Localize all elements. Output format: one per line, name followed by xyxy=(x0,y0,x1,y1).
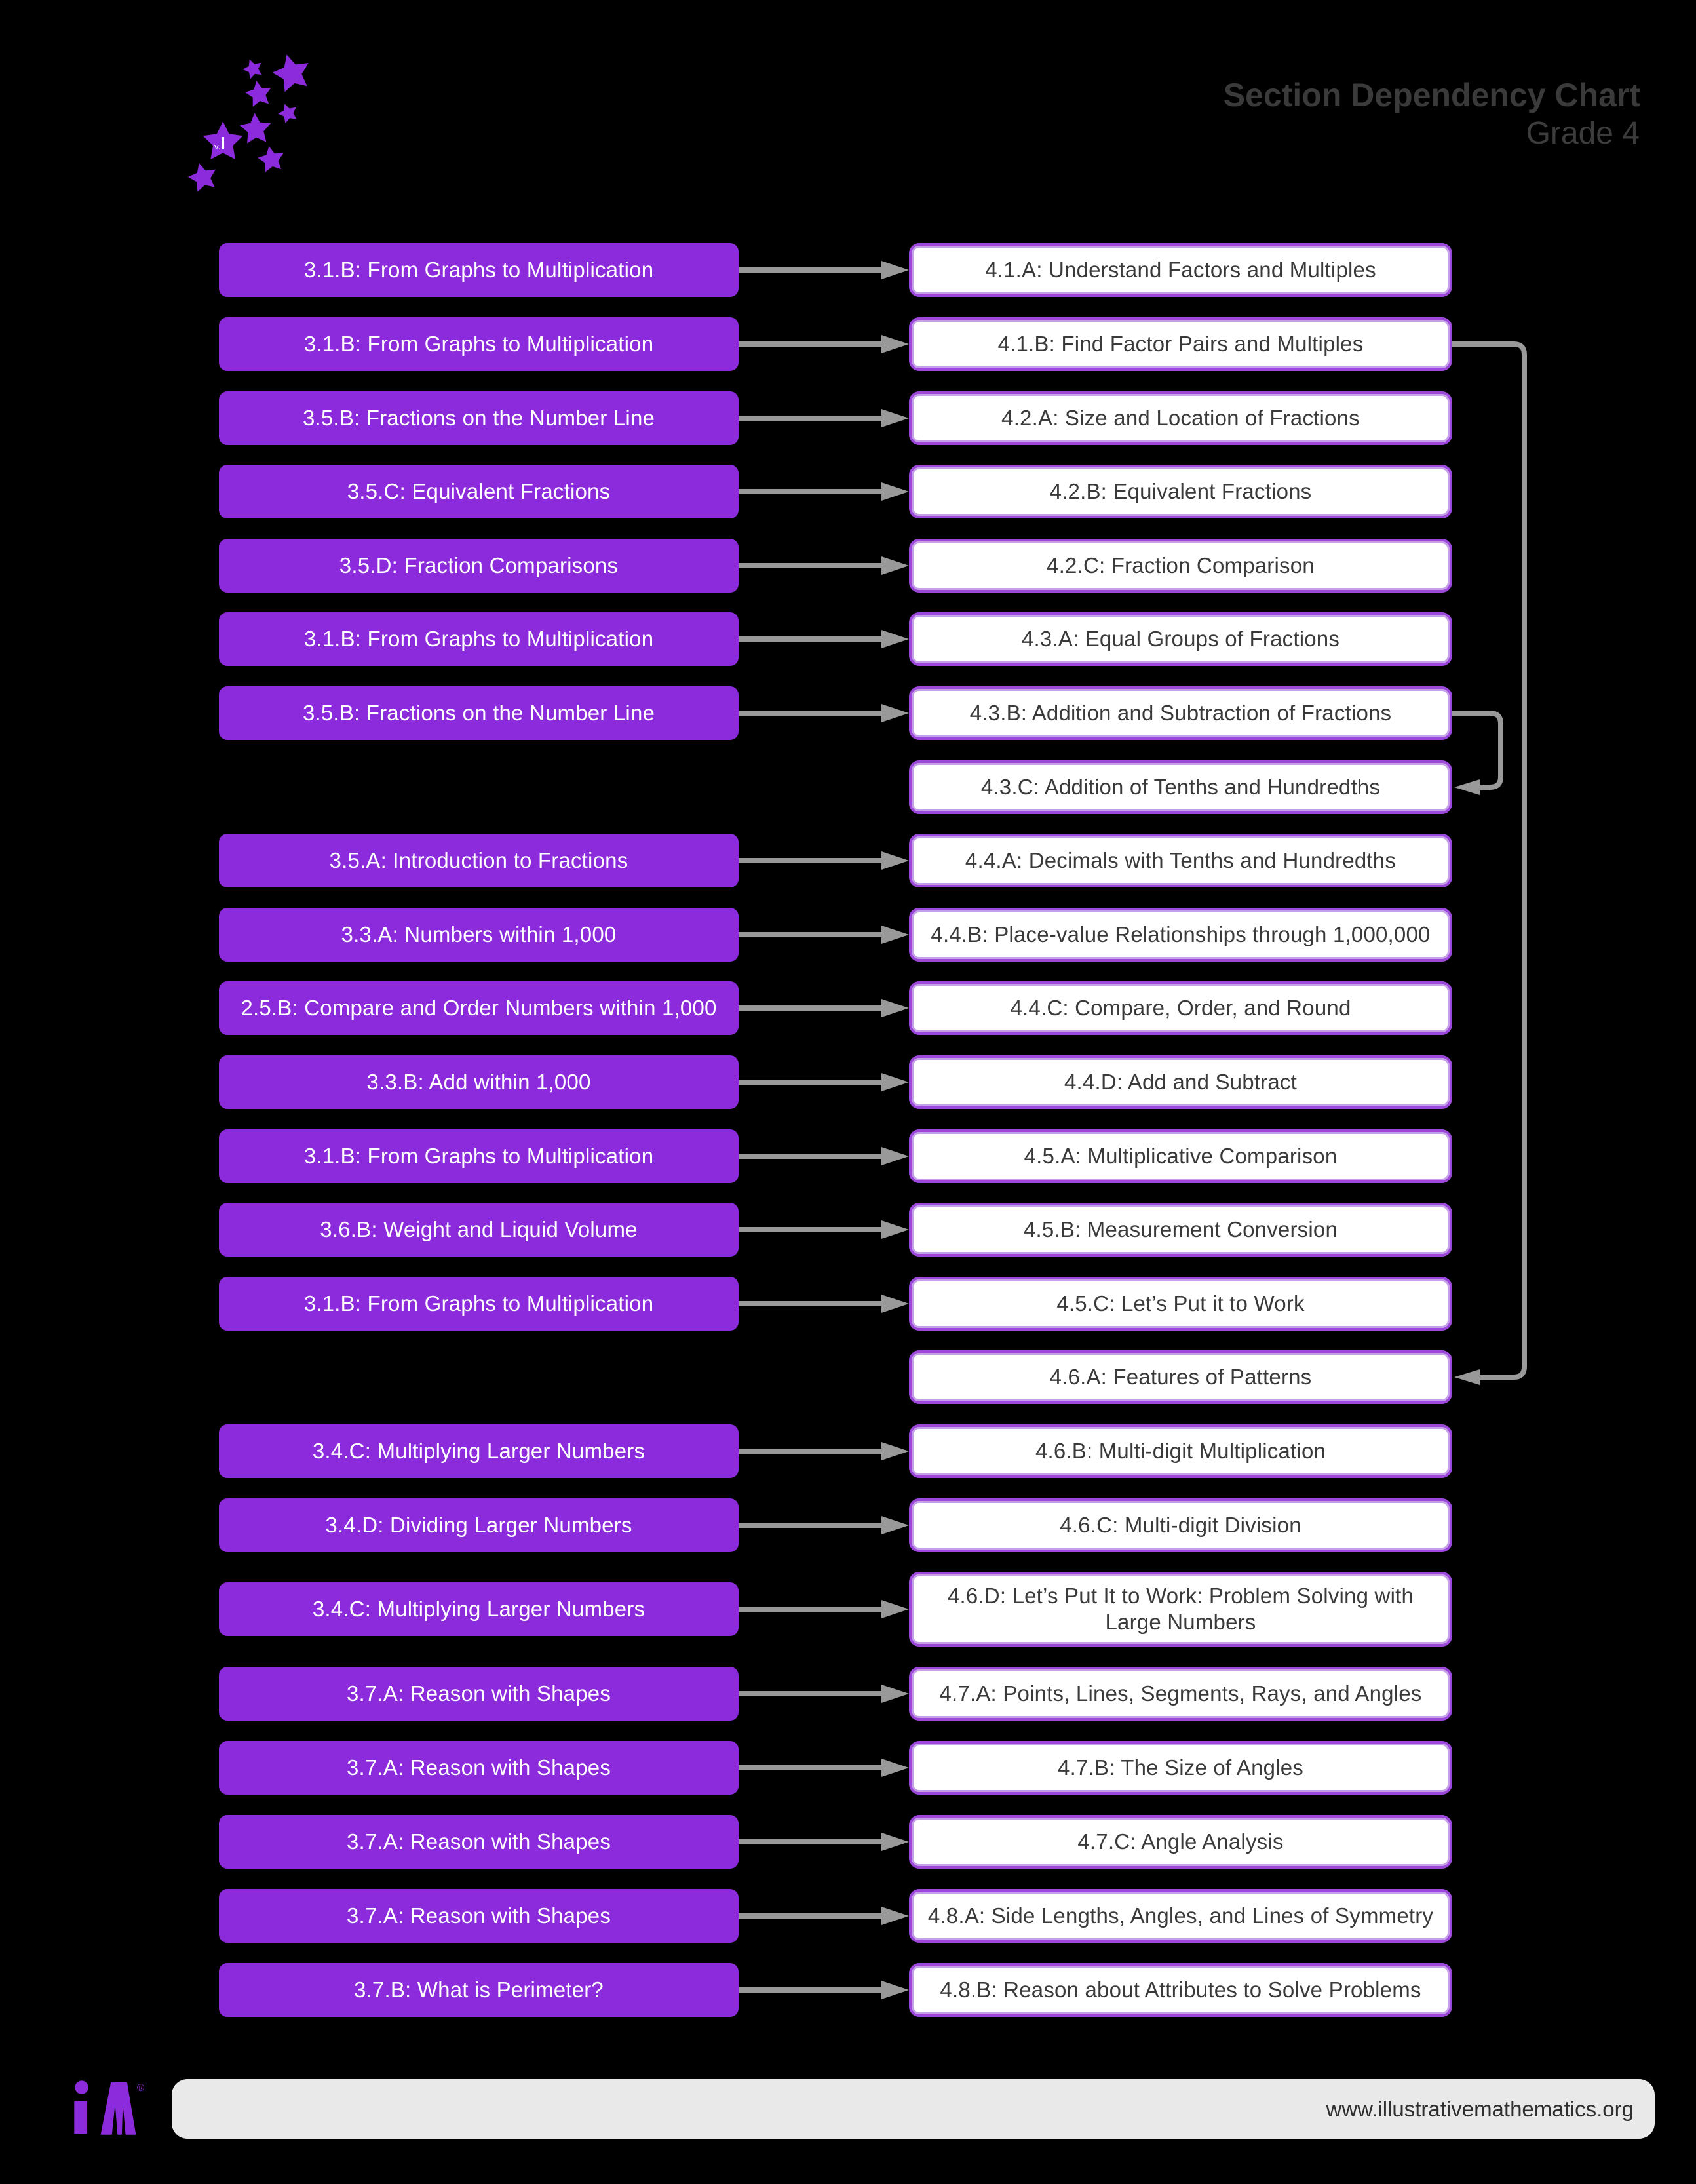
svg-text:®: ® xyxy=(137,2082,144,2094)
